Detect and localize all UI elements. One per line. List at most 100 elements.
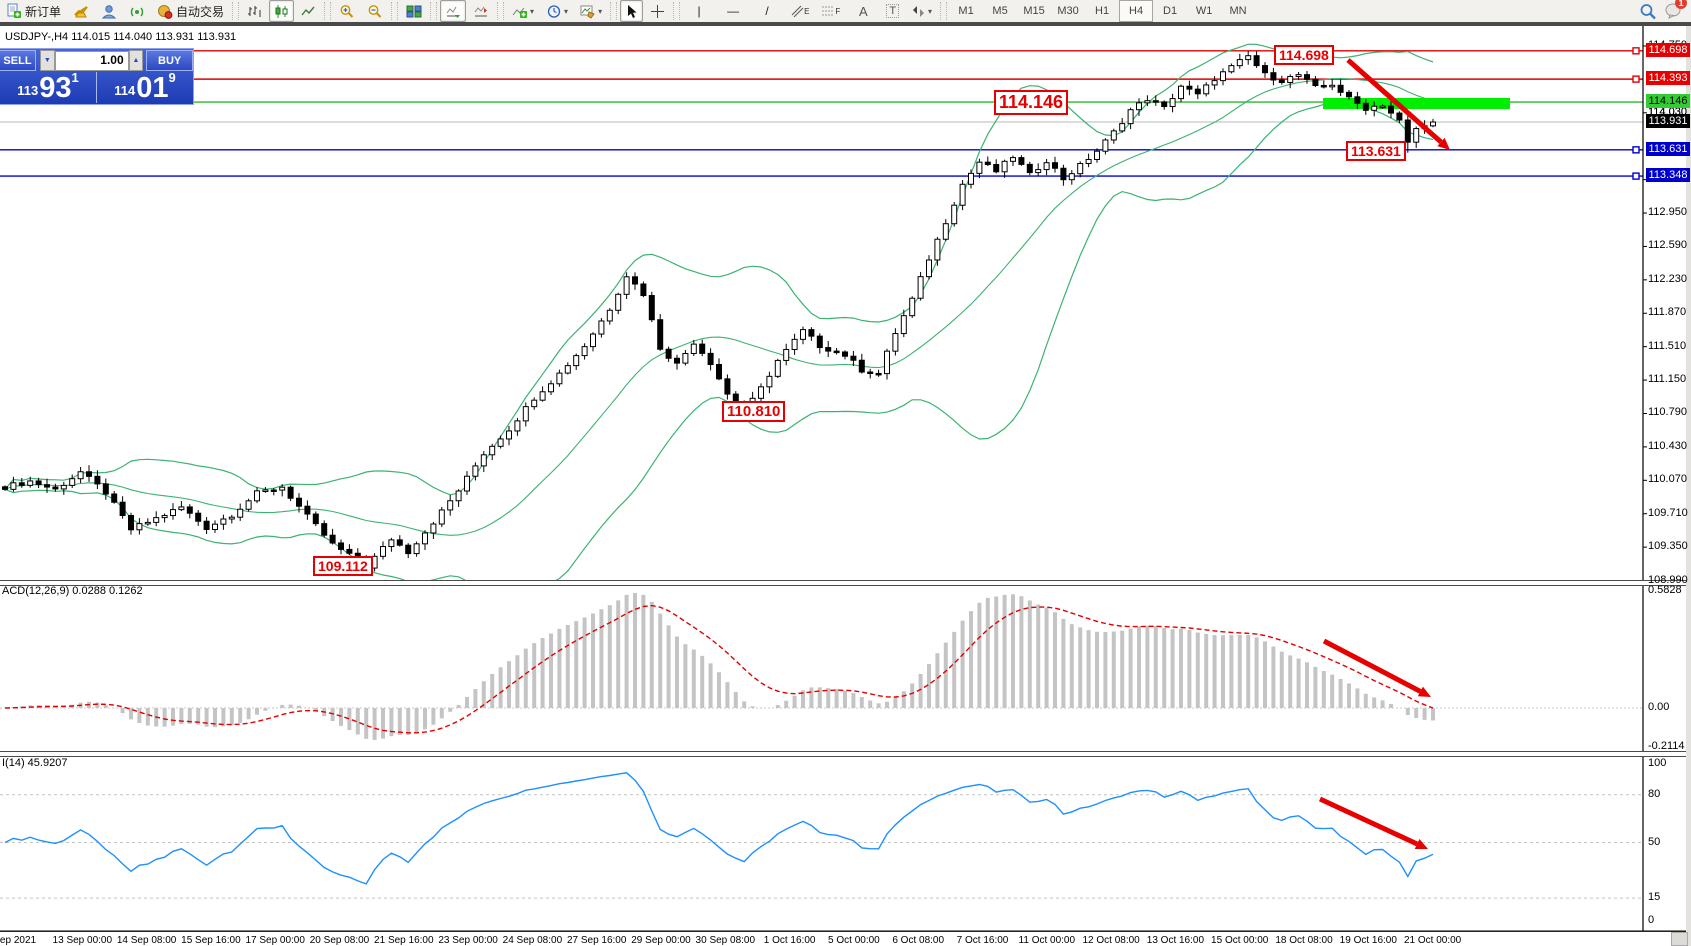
indicators-button[interactable]: ▾ <box>507 0 539 22</box>
panel-splitter[interactable] <box>0 580 1691 586</box>
rsi-panel <box>0 772 1643 899</box>
chart-title: USDJPY-,H4 114.015 114.040 113.931 113.9… <box>5 31 237 43</box>
cursor-button[interactable] <box>620 0 644 22</box>
auto-trading-button[interactable]: 自动交易 <box>152 0 229 22</box>
toolbar-separator <box>497 2 505 20</box>
sell-price[interactable]: 113 93 1 <box>0 70 97 103</box>
toolbar-separator <box>391 2 399 20</box>
time-axis-label: 6 Oct 08:00 <box>892 935 945 946</box>
bar-chart-button[interactable] <box>242 0 267 22</box>
time-axis-label: 21 Sep 16:00 <box>374 935 434 946</box>
buy-price[interactable]: 114 01 9 <box>97 70 193 103</box>
price-axis-tick: 110.430 <box>1648 440 1687 452</box>
candlestick-chart-button[interactable] <box>269 0 295 22</box>
chart-shift-button[interactable] <box>468 0 494 22</box>
toolbar-separator <box>324 2 332 20</box>
line-chart-icon <box>301 6 315 16</box>
time-axis-label: 15 Oct 00:00 <box>1211 935 1269 946</box>
timeframe-button-d1[interactable]: D1 <box>1163 5 1178 17</box>
zoom-out-button[interactable] <box>362 0 388 22</box>
new-order-label: 新订单 <box>25 4 62 19</box>
time-axis[interactable]: ep 2021 13 Sep 00:00 14 Sep 08:00 15 Sep 16… <box>0 931 1691 946</box>
crosshair-button[interactable] <box>645 0 670 22</box>
one-click-trading-widget: SELL ▼ 1.00 ▲ BUY 113 93 1 114 01 9 <box>0 48 194 105</box>
arrows-button[interactable]: ▾ <box>906 0 937 22</box>
market-watch-button[interactable] <box>96 0 122 22</box>
fibonacci-button[interactable]: F <box>816 0 845 22</box>
time-axis-label: 27 Sep 16:00 <box>566 935 627 946</box>
person-icon <box>101 4 117 18</box>
text-label-button[interactable]: T <box>881 0 904 22</box>
time-axis-label: 15 Sep 16:00 <box>181 935 241 946</box>
time-axis-label: 5 Oct 00:00 <box>828 935 880 946</box>
volume-decrease-button[interactable]: ▼ <box>39 50 55 71</box>
tile-windows-button[interactable] <box>401 0 427 22</box>
buy-price-prefix: 114 <box>114 83 136 98</box>
sell-price-prefix: 113 <box>17 83 39 98</box>
trendline-button[interactable]: / <box>751 0 783 22</box>
time-axis-label: 19 Oct 16:00 <box>1339 935 1397 946</box>
price-annotation[interactable]: 109.112 <box>313 556 373 577</box>
macd-axis-min: -0.2114 <box>1648 740 1685 752</box>
zoom-in-icon <box>340 4 354 18</box>
line-chart-button[interactable] <box>296 0 321 22</box>
dropdown-arrow-icon: ▾ <box>598 6 603 16</box>
price-axis-tick: 109.710 <box>1648 507 1688 519</box>
periods-button[interactable]: ▾ <box>541 0 573 22</box>
buy-button[interactable]: BUY <box>146 50 193 71</box>
price-axis-tick: 110.070 <box>1648 473 1687 485</box>
auto-scroll-button[interactable] <box>440 0 467 22</box>
macd-indicator-label: ACD(12,26,9) 0.0288 0.1262 <box>2 585 143 597</box>
signals-button[interactable] <box>124 0 150 22</box>
sell-price-sup: 1 <box>71 70 79 85</box>
sell-button[interactable]: SELL <box>0 50 36 71</box>
timeframe-button-m1[interactable]: M1 <box>958 5 974 17</box>
price-axis-tick: 111.870 <box>1648 306 1687 318</box>
volume-input[interactable]: 1.00 <box>54 50 129 71</box>
volume-increase-button[interactable]: ▲ <box>128 50 144 71</box>
templates-button[interactable]: ▾ <box>575 0 607 22</box>
candlestick-chart-icon <box>275 4 288 18</box>
price-level-label: 114.698 <box>1646 43 1690 57</box>
chart-window-button[interactable] <box>68 0 94 22</box>
time-axis-label: 7 Oct 16:00 <box>956 935 1009 946</box>
chart-window-top-border <box>0 22 1691 26</box>
resize-grip-icon[interactable] <box>1671 932 1688 946</box>
macd-axis-zero: 0.00 <box>1648 701 1670 713</box>
toolbar-separator <box>610 2 618 20</box>
right-gutter <box>1686 26 1691 946</box>
main-chart-panel <box>0 43 1643 581</box>
panel-splitter[interactable] <box>0 751 1691 757</box>
notifications-button[interactable]: 1 <box>1665 0 1687 22</box>
search-icon[interactable] <box>1639 3 1657 21</box>
timeframe-button-h1[interactable]: H1 <box>1095 5 1110 17</box>
price-axis-tick: 108.990 <box>1648 574 1688 586</box>
price-level-label: 114.146 <box>1646 94 1690 108</box>
toolbar-separator <box>673 2 681 20</box>
price-annotation[interactable]: 114.698 <box>1274 45 1334 66</box>
timeframe-button-m5[interactable]: M5 <box>992 5 1008 17</box>
vertical-line-button[interactable]: | <box>683 0 715 22</box>
horizontal-line-button[interactable]: — <box>717 0 749 22</box>
timeframe-button-w1[interactable]: W1 <box>1195 5 1213 17</box>
price-annotation[interactable]: 114.146 <box>994 90 1069 115</box>
timeframe-button-h4[interactable]: H4 <box>1119 0 1154 22</box>
timeframe-button-m30[interactable]: M30 <box>1057 5 1079 17</box>
price-axis-tick: 109.350 <box>1648 540 1688 552</box>
arrows-icon <box>913 5 925 17</box>
zoom-in-button[interactable] <box>334 0 360 22</box>
rsi-axis-tick: 50 <box>1648 836 1661 848</box>
price-annotation[interactable]: 110.810 <box>722 401 786 423</box>
equidistant-channel-button[interactable]: E <box>785 0 814 22</box>
timeframe-button-mn[interactable]: MN <box>1229 5 1247 17</box>
price-annotation[interactable]: 113.631 <box>1346 141 1406 162</box>
clock-icon <box>547 4 561 18</box>
auto-trading-icon <box>158 4 173 19</box>
text-button[interactable]: A <box>847 0 879 22</box>
vertical-line-glyph: | <box>697 4 701 18</box>
new-order-button[interactable]: 新订单 <box>1 0 66 22</box>
gold-bars-icon <box>74 6 88 18</box>
timeframe-button-m15[interactable]: M15 <box>1023 5 1045 17</box>
